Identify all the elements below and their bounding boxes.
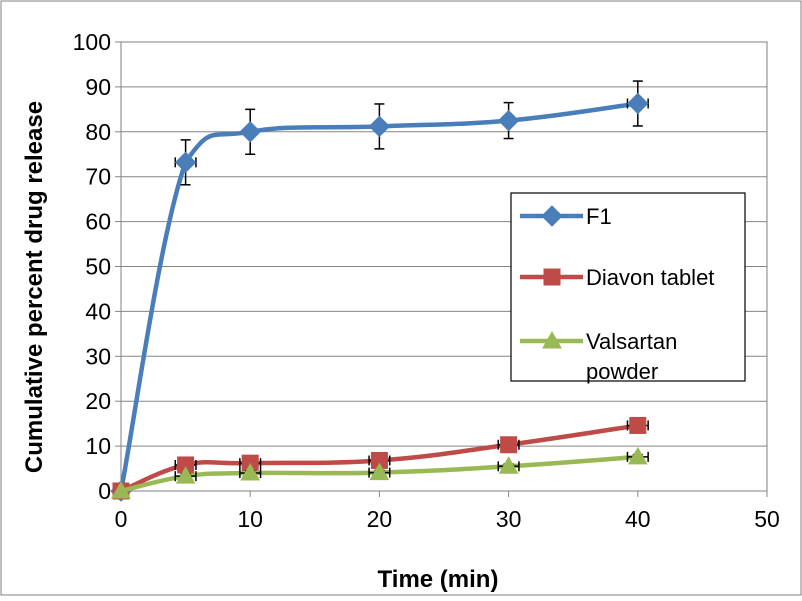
- y-tick-label: 30: [85, 343, 111, 369]
- y-axis-label: Cumulative percent drug release: [21, 101, 48, 473]
- data-point: [498, 456, 519, 474]
- legend-marker: [541, 205, 563, 227]
- y-tick-label: 10: [85, 433, 111, 459]
- data-point: [239, 121, 261, 143]
- data-point: [497, 109, 520, 132]
- y-tick-label: 70: [85, 164, 111, 190]
- y-tick-label: 60: [85, 209, 111, 235]
- legend-marker: [543, 268, 561, 286]
- x-tick-label: 0: [115, 506, 128, 532]
- y-tick-label: 40: [85, 298, 111, 324]
- y-tick-label: 50: [85, 254, 111, 280]
- data-point: [368, 115, 391, 138]
- data-point: [174, 151, 197, 174]
- data-point: [627, 92, 649, 115]
- data-point: [629, 416, 647, 434]
- data-point: [369, 462, 390, 481]
- y-tick-label: 80: [85, 119, 111, 145]
- x-tick-label: 20: [367, 506, 393, 532]
- y-tick-label: 100: [73, 29, 111, 55]
- x-tick-label: 50: [754, 506, 780, 532]
- x-axis-label: Time (min): [378, 566, 499, 593]
- data-point: [240, 463, 261, 481]
- y-tick-label: 0: [98, 478, 111, 504]
- data-point: [500, 436, 518, 454]
- y-tick-label: 90: [85, 74, 111, 100]
- axis-ticks: 0 10 20 30 40 50 60 70 80 90 100 0 10 20 30 40 50: [73, 29, 780, 532]
- x-tick-label: 30: [496, 506, 522, 532]
- legend-label: Valsartan: [586, 329, 677, 354]
- x-tick-label: 40: [625, 506, 651, 532]
- legend-label: F1: [586, 204, 612, 229]
- data-point: [627, 446, 648, 465]
- series-2: [111, 446, 649, 499]
- legend: F1 Diavon tablet Valsartan powder: [510, 192, 746, 384]
- y-tick-label: 20: [85, 388, 111, 414]
- legend-label: powder: [586, 359, 658, 384]
- data-point: [111, 480, 131, 499]
- legend-marker: [542, 330, 562, 349]
- series-layer: [110, 80, 649, 502]
- legend-label: Diavon tablet: [586, 265, 714, 290]
- data-point: [175, 466, 196, 484]
- x-tick-label: 10: [237, 506, 263, 532]
